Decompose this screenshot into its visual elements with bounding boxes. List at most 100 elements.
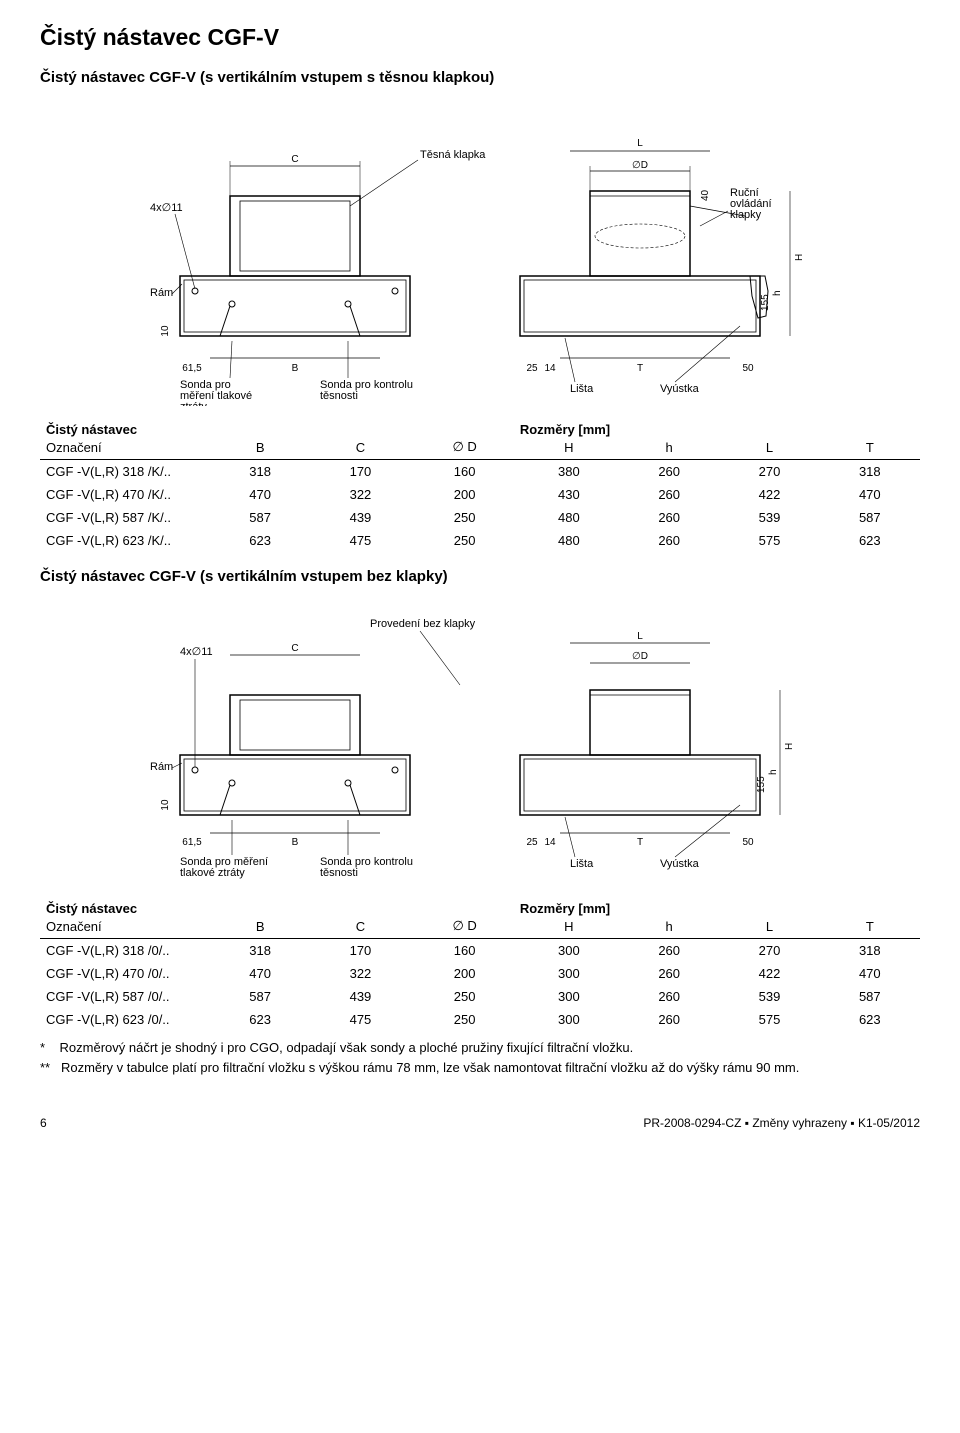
table2-col3: ∅ D (411, 916, 519, 939)
table-cell: 470 (210, 483, 310, 506)
label-probe-pressure: Sonda pro měření tlakové ztráty (180, 379, 255, 406)
table-row: CGF -V(L,R) 623 /K/..6234752504802605756… (40, 529, 920, 552)
table-cell: CGF -V(L,R) 623 /0/.. (40, 1008, 210, 1031)
table-cell: 587 (210, 985, 310, 1008)
diagram2: Provedení bez klapky 4x∅11 C Rám 10 61,5… (40, 595, 920, 885)
table-cell: 200 (411, 962, 519, 985)
table-cell: CGF -V(L,R) 470 /K/.. (40, 483, 210, 506)
table-cell: 260 (619, 939, 719, 963)
table-cell: 160 (411, 939, 519, 963)
table-cell: 623 (210, 529, 310, 552)
table1-title: Čistý nástavec (40, 418, 210, 437)
table-cell: 623 (210, 1008, 310, 1031)
table2-dim-title: Rozměry [mm] (210, 897, 920, 916)
label-frame: Rám (150, 287, 173, 299)
table2-col7: T (820, 916, 920, 939)
table-row: CGF -V(L,R) 318 /0/..3181701603002602703… (40, 939, 920, 963)
dim-615-2: 61,5 (182, 837, 202, 848)
table-cell: CGF -V(L,R) 587 /K/.. (40, 506, 210, 529)
table-cell: CGF -V(L,R) 318 /K/.. (40, 460, 210, 484)
table2: Čistý nástavec Rozměry [mm] Označení B C… (40, 897, 920, 1031)
table-cell: 250 (411, 1008, 519, 1031)
table-cell: 260 (619, 985, 719, 1008)
table-cell: 587 (210, 506, 310, 529)
table-cell: 439 (310, 985, 410, 1008)
dim-b2: B (292, 837, 299, 848)
footnote2-prefix: ** (40, 1060, 50, 1075)
footnote2-text: Rozměry v tabulce platí pro filtrační vl… (61, 1060, 799, 1075)
table-cell: 422 (719, 483, 819, 506)
table-cell: 539 (719, 506, 819, 529)
table-cell: 470 (210, 962, 310, 985)
table2-col0: Označení (40, 916, 210, 939)
table1-col7: T (820, 437, 920, 460)
table-cell: 170 (310, 460, 410, 484)
table1-dim-title: Rozměry [mm] (210, 418, 920, 437)
table-cell: 250 (411, 985, 519, 1008)
table-cell: 170 (310, 939, 410, 963)
table-cell: 260 (619, 483, 719, 506)
table-cell: 260 (619, 506, 719, 529)
dim-14-2: 14 (544, 837, 556, 848)
table-cell: 270 (719, 460, 819, 484)
dim-10: 10 (160, 325, 171, 337)
table2-col2: C (310, 916, 410, 939)
table-cell: 480 (519, 506, 619, 529)
table1-col3: ∅ D (411, 437, 519, 460)
dim-14: 14 (544, 363, 556, 374)
label-provedeni: Provedení bez klapky (370, 618, 476, 630)
footnote1-prefix: * (40, 1040, 45, 1055)
page-footer: 6 PR-2008-0294-CZ ▪ Změny vyhrazeny ▪ K1… (40, 1116, 920, 1130)
diagram1: C Těsná klapka 4x∅11 Rám B 61,5 10 Sonda… (40, 96, 920, 406)
dim-H: H (794, 254, 805, 261)
table-cell: 250 (411, 506, 519, 529)
label-tight-flap: Těsná klapka (420, 149, 486, 161)
label-strip2: Lišta (570, 858, 594, 870)
dim-t: T (637, 363, 643, 374)
table-cell: 300 (519, 962, 619, 985)
table-cell: CGF -V(L,R) 587 /0/.. (40, 985, 210, 1008)
dim-d2: ∅D (632, 651, 648, 662)
table-cell: 422 (719, 962, 819, 985)
table-cell: 470 (820, 483, 920, 506)
dim-c: C (291, 154, 298, 165)
table-cell: 300 (519, 985, 619, 1008)
page-title: Čistý nástavec CGF-V (40, 24, 920, 51)
table-cell: 300 (519, 939, 619, 963)
table-cell: 575 (719, 529, 819, 552)
dim-d: ∅D (632, 160, 648, 171)
table-cell: 250 (411, 529, 519, 552)
table-row: CGF -V(L,R) 470 /0/..4703222003002604224… (40, 962, 920, 985)
table1-col0: Označení (40, 437, 210, 460)
label-holes2: 4x∅11 (180, 646, 213, 658)
label-probe-seal2: Sonda pro kontrolu těsnosti (320, 856, 416, 879)
dim-25-2: 25 (526, 837, 538, 848)
table-cell: 260 (619, 529, 719, 552)
label-strip: Lišta (570, 383, 594, 395)
table-cell: 587 (820, 506, 920, 529)
page-number: 6 (40, 1116, 47, 1130)
table-cell: 480 (519, 529, 619, 552)
table1-col4: H (519, 437, 619, 460)
dim-h2: h (768, 769, 779, 775)
table1-col5: h (619, 437, 719, 460)
table-row: CGF -V(L,R) 587 /0/..5874392503002605395… (40, 985, 920, 1008)
dim-50-2: 50 (742, 837, 754, 848)
table-cell: 260 (619, 1008, 719, 1031)
label-probe-pressure2: Sonda pro měření tlakové ztráty (180, 856, 271, 879)
table-cell: 380 (519, 460, 619, 484)
table-row: CGF -V(L,R) 623 /0/..6234752503002605756… (40, 1008, 920, 1031)
table-cell: 623 (820, 1008, 920, 1031)
table-cell: 270 (719, 939, 819, 963)
table-cell: CGF -V(L,R) 318 /0/.. (40, 939, 210, 963)
table-cell: CGF -V(L,R) 470 /0/.. (40, 962, 210, 985)
table-cell: 160 (411, 460, 519, 484)
table-cell: 260 (619, 460, 719, 484)
label-manual: Ruční ovládání klapky (730, 187, 775, 221)
table-cell: 623 (820, 529, 920, 552)
dim-h: h (772, 290, 783, 296)
table-cell: 318 (820, 460, 920, 484)
dim-155-2: 155 (756, 776, 767, 793)
dim-40: 40 (700, 189, 711, 201)
table2-col1: B (210, 916, 310, 939)
